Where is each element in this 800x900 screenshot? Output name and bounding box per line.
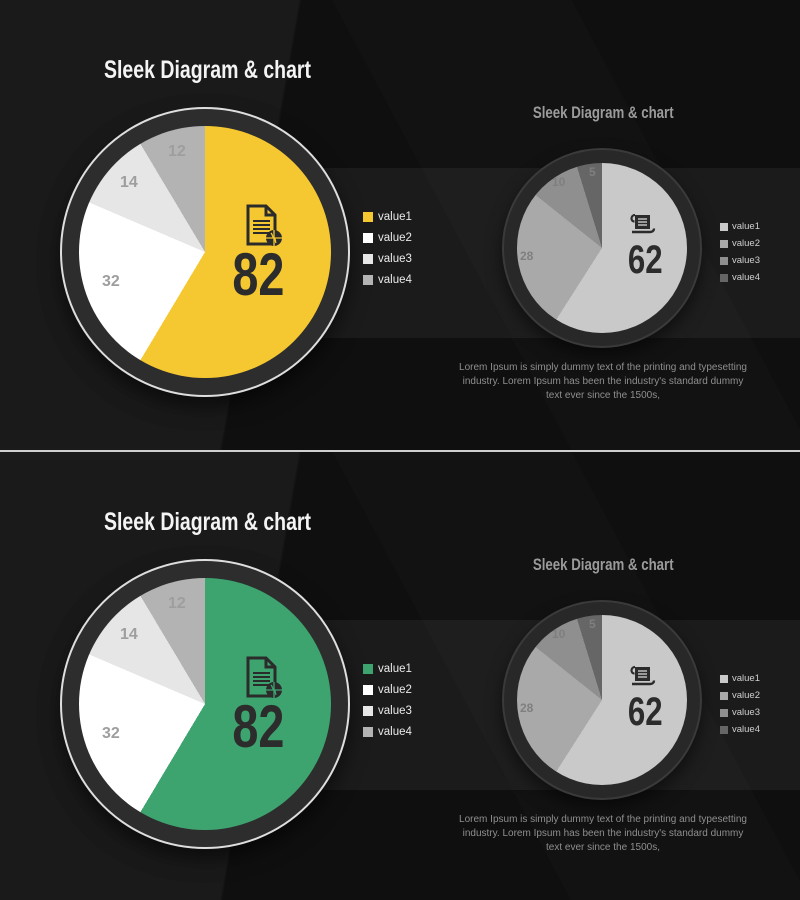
- description-text: Lorem Ipsum is simply dummy text of the …: [459, 362, 747, 401]
- secondary-title: Sleek Diagram & chart: [532, 103, 674, 122]
- secondary-pie-legend: value1 value2 value3 value4: [720, 221, 760, 283]
- slice-value-label: 10: [552, 627, 566, 641]
- document-globe-icon: [246, 656, 282, 698]
- legend-swatch: [720, 256, 728, 265]
- slice-value-label: 14: [120, 174, 138, 191]
- legend-item: value3: [720, 707, 760, 718]
- legend-item: value4: [720, 272, 760, 283]
- pie-slices: [517, 163, 687, 333]
- legend-swatch: [363, 727, 373, 737]
- slice-value-label: 12: [168, 595, 186, 612]
- panel-title: Sleek Diagram & chart: [104, 56, 369, 85]
- secondary-title: Sleek Diagram & chart: [532, 555, 674, 574]
- panel-title: Sleek Diagram & chart: [104, 508, 369, 537]
- legend-swatch: [363, 685, 373, 695]
- legend-item: value1: [720, 221, 760, 232]
- legend-swatch: [720, 674, 728, 683]
- main-pie-legend: value1 value2 value3 value4: [363, 211, 412, 286]
- legend-item: value2: [720, 690, 760, 701]
- slice-value-label: 14: [120, 626, 138, 643]
- legend-item: value4: [363, 726, 412, 738]
- pie-center-value: 62: [627, 690, 663, 734]
- main-pie-chart: 32 14 12 82: [60, 559, 350, 849]
- legend-swatch: [363, 254, 373, 264]
- pie-ring: [60, 559, 350, 849]
- slice-value-label: 32: [102, 273, 120, 290]
- legend-swatch: [720, 222, 728, 231]
- legend-swatch: [720, 708, 728, 717]
- pie-slices: [517, 615, 687, 785]
- legend-swatch: [363, 664, 373, 674]
- scroll-icon: [630, 665, 656, 686]
- slide-panel-bottom: Sleek Diagram & chart 32 14 12 82 value1: [0, 450, 800, 900]
- pie-center-value: 82: [231, 693, 285, 760]
- legend-item: value3: [363, 705, 412, 717]
- slice-value-label: 28: [520, 701, 534, 715]
- legend-swatch: [363, 706, 373, 716]
- legend-item: value2: [363, 684, 412, 696]
- slide-panel-top: Sleek Diagram & chart 32 14 12 82 value1: [0, 0, 800, 450]
- pie-ring: [502, 600, 702, 800]
- secondary-pie-chart: 28 10 5 62: [502, 148, 702, 348]
- slice-value-label: 32: [102, 725, 120, 742]
- secondary-pie-chart: 28 10 5 62: [502, 600, 702, 800]
- legend-swatch: [720, 725, 728, 734]
- legend-swatch: [363, 275, 373, 285]
- description-text: Lorem Ipsum is simply dummy text of the …: [459, 814, 747, 853]
- legend-swatch: [720, 691, 728, 700]
- pie-center-value: 62: [627, 238, 663, 282]
- legend-item: value1: [720, 673, 760, 684]
- legend-item: value4: [363, 274, 412, 286]
- slice-value-label: 28: [520, 249, 534, 263]
- pie-slices: [79, 578, 331, 830]
- secondary-pie-legend: value1 value2 value3 value4: [720, 673, 760, 735]
- pie-center-value: 82: [231, 241, 285, 308]
- main-pie-chart: 32 14 12 82: [60, 107, 350, 397]
- pie-ring: [60, 107, 350, 397]
- slice-value-label: 5: [589, 165, 596, 179]
- legend-item: value1: [363, 211, 412, 223]
- panel-title-text: Sleek Diagram & chart: [104, 508, 312, 536]
- legend-item: value3: [363, 253, 412, 265]
- legend-swatch: [363, 233, 373, 243]
- panel-title-text: Sleek Diagram & chart: [104, 56, 312, 84]
- legend-swatch: [720, 273, 728, 282]
- slice-value-label: 12: [168, 143, 186, 160]
- legend-swatch: [720, 239, 728, 248]
- slice-value-label: 5: [589, 617, 596, 631]
- legend-swatch: [363, 212, 373, 222]
- document-globe-icon: [246, 204, 282, 246]
- pie-ring: [502, 148, 702, 348]
- legend-item: value1: [363, 663, 412, 675]
- main-pie-legend: value1 value2 value3 value4: [363, 663, 412, 738]
- pie-slices: [79, 126, 331, 378]
- legend-item: value3: [720, 255, 760, 266]
- slice-value-label: 10: [552, 175, 566, 189]
- scroll-icon: [630, 213, 656, 234]
- legend-item: value2: [363, 232, 412, 244]
- legend-item: value4: [720, 724, 760, 735]
- legend-item: value2: [720, 238, 760, 249]
